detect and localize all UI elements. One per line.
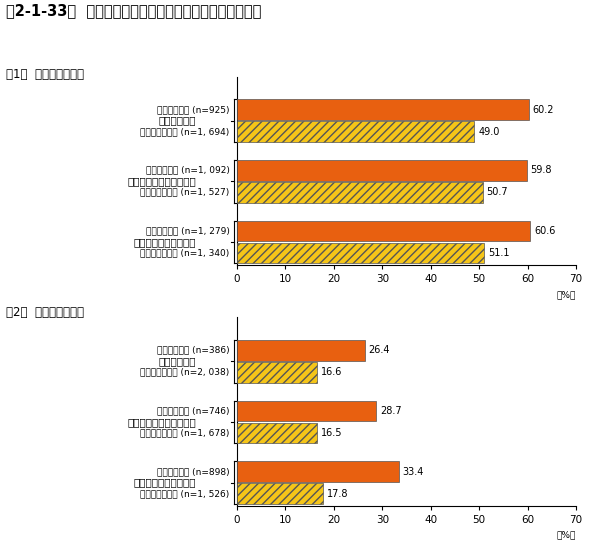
Text: （1）  既存市場の開拓: （1） 既存市場の開拓 [6, 68, 84, 82]
Text: 市場の商圏（エリア等）: 市場の商圏（エリア等） [127, 176, 196, 187]
Text: 第2-1-33図  市場の把握状況別に見た売上目標の達成状況: 第2-1-33図 市場の把握状況別に見た売上目標の達成状況 [6, 3, 262, 18]
Text: 市場のニーズ: 市場のニーズ [158, 356, 196, 366]
Text: 26.4: 26.4 [369, 345, 390, 356]
Text: 把握している (n=925): 把握している (n=925) [157, 105, 230, 114]
Text: 17.8: 17.8 [327, 488, 349, 498]
Text: 把握していない (n=1, 340): 把握していない (n=1, 340) [140, 248, 230, 258]
Text: 60.2: 60.2 [532, 104, 554, 115]
Text: 把握している (n=386): 把握している (n=386) [157, 346, 230, 355]
Text: 16.5: 16.5 [321, 428, 342, 438]
Text: 把握していない (n=1, 694): 把握していない (n=1, 694) [140, 127, 230, 136]
Bar [237, 220, 530, 241]
Text: 把握している (n=746): 把握している (n=746) [157, 406, 230, 416]
Bar [237, 483, 323, 504]
Text: 28.7: 28.7 [380, 406, 401, 416]
Text: 51.1: 51.1 [488, 248, 510, 258]
Bar [237, 121, 474, 142]
Text: 49.0: 49.0 [478, 126, 500, 137]
Text: （2）  新規市場の開拓: （2） 新規市場の開拓 [6, 306, 84, 319]
Text: 市場のニーズ: 市場のニーズ [158, 115, 196, 126]
Bar [237, 242, 484, 263]
Text: 16.6: 16.6 [321, 367, 343, 377]
Text: （%）: （%） [557, 290, 576, 299]
Bar [237, 100, 529, 120]
Bar [237, 340, 365, 360]
Text: 59.8: 59.8 [530, 165, 552, 175]
Text: 把握していない (n=2, 038): 把握していない (n=2, 038) [140, 368, 230, 377]
Bar [237, 461, 399, 482]
Text: 市場の商圏（エリア等）: 市場の商圏（エリア等） [127, 417, 196, 427]
Bar [237, 160, 527, 181]
Text: 市場の規模（金額面）: 市場の規模（金額面） [133, 237, 196, 247]
Text: 把握していない (n=1, 527): 把握していない (n=1, 527) [140, 188, 230, 197]
Text: 60.6: 60.6 [535, 226, 556, 236]
Text: 把握していない (n=1, 526): 把握していない (n=1, 526) [140, 489, 230, 498]
Bar [237, 182, 482, 202]
Text: 33.4: 33.4 [403, 467, 424, 476]
Text: 把握している (n=1, 279): 把握している (n=1, 279) [146, 226, 230, 235]
Text: 把握している (n=1, 092): 把握している (n=1, 092) [146, 166, 230, 175]
Bar [237, 362, 317, 382]
Text: 市場の規模（金額面）: 市場の規模（金額面） [133, 478, 196, 487]
Bar [237, 423, 317, 443]
Text: 50.7: 50.7 [487, 187, 508, 197]
Text: 把握していない (n=1, 678): 把握していない (n=1, 678) [140, 428, 230, 438]
Text: （%）: （%） [557, 531, 576, 540]
Bar [237, 400, 376, 421]
Text: 把握している (n=898): 把握している (n=898) [157, 467, 230, 476]
